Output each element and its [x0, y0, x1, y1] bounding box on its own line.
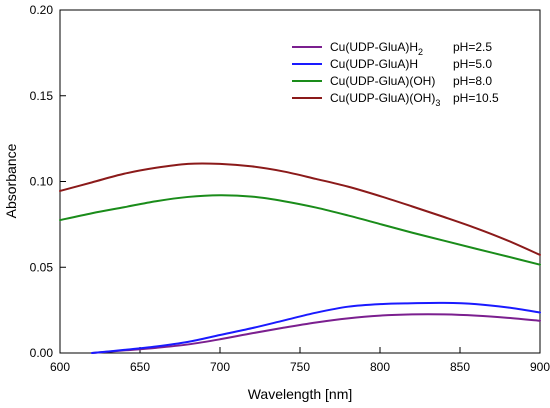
legend-formula: Cu(UDP-GluA)H: [330, 57, 418, 71]
x-tick-label: 850: [450, 360, 470, 374]
x-tick-label: 800: [370, 360, 390, 374]
series-lines: [59, 162, 541, 354]
legend-subscript: 3: [435, 98, 440, 108]
y-tick-label: 0.20: [30, 3, 54, 17]
y-tick-label: 0.05: [30, 260, 54, 274]
legend-label: Cu(UDP-GluA)(OH)3: [330, 91, 440, 108]
legend-formula: Cu(UDP-GluA)H: [330, 40, 418, 54]
series-line-1: [91, 313, 541, 354]
x-tick-label: 600: [50, 360, 70, 374]
legend-ph: pH=5.0: [453, 57, 492, 71]
x-axis-label: Wavelength [nm]: [248, 386, 353, 402]
legend-label: Cu(UDP-GluA)H2: [330, 40, 423, 57]
legend-subscript: 2: [418, 47, 423, 57]
y-tick-label: 0.15: [30, 89, 54, 103]
series-line-2: [91, 301, 541, 354]
x-tick-label: 700: [210, 360, 230, 374]
x-tick-label: 750: [290, 360, 310, 374]
x-tick-label: 650: [130, 360, 150, 374]
y-axis-ticks: 0.00 0.05 0.10 0.15 0.20: [30, 3, 66, 360]
legend: Cu(UDP-GluA)H2 pH=2.5 Cu(UDP-GluA)H pH=5.0 C…: [292, 40, 499, 108]
legend-ph: pH=2.5: [453, 40, 492, 54]
legend-label: Cu(UDP-GluA)H: [330, 57, 418, 71]
x-tick-label: 900: [530, 360, 550, 374]
y-tick-label: 0.10: [30, 175, 54, 189]
x-axis-ticks: 600 650 700 750 800 850 900: [50, 347, 550, 374]
y-axis-label: Absorbance: [3, 143, 19, 218]
series-line-4: [59, 162, 541, 256]
legend-formula: Cu(UDP-GluA)(OH): [330, 74, 435, 88]
legend-formula: Cu(UDP-GluA)(OH): [330, 91, 435, 105]
legend-ph: pH=10.5: [453, 91, 499, 105]
series-line-3: [59, 194, 541, 266]
y-tick-label: 0.00: [30, 346, 54, 360]
legend-ph: pH=8.0: [453, 74, 492, 88]
legend-label: Cu(UDP-GluA)(OH): [330, 74, 435, 88]
